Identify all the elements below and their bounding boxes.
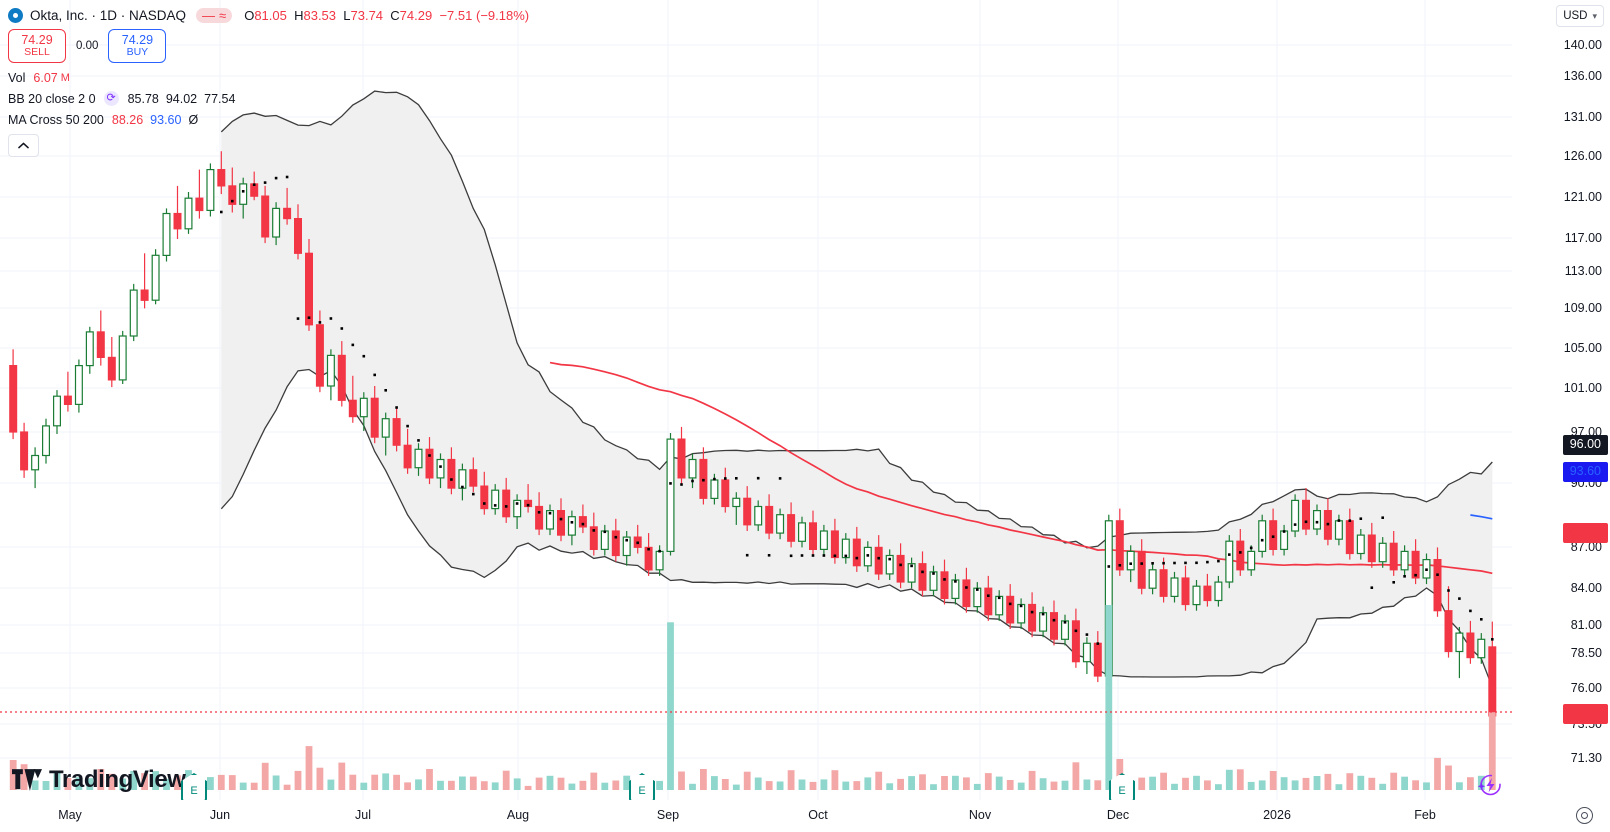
sell-price: 74.29 (21, 33, 53, 48)
ohlc-values: O81.05 H83.53 L73.74 C74.29 −7.51 (−9.18… (244, 8, 529, 23)
volume-value: 6.07 (33, 70, 58, 85)
open-label: O (244, 7, 255, 23)
time-scale[interactable]: May Jun Jul Aug Sep Oct Nov Dec 2026 Feb (0, 800, 1512, 832)
chart-style-chips[interactable]: — ≈ (196, 7, 233, 23)
ma-slow-badge: 93.60 (1562, 462, 1608, 482)
earnings-marker[interactable]: E (181, 773, 207, 802)
buy-button[interactable]: 74.29 BUY (108, 29, 167, 63)
price-tick: 76.00 (1570, 681, 1602, 695)
ma-cross-indicator-row[interactable]: MA Cross 50 200 88.26 93.60 Ø (8, 109, 529, 130)
ma-fast-badge: 88.26 (1562, 523, 1608, 543)
tradingview-logo-icon (12, 769, 42, 791)
dash-icon[interactable]: — (202, 7, 216, 23)
chart-svg (0, 0, 1512, 800)
parabolic-sar-dots (220, 175, 1494, 645)
earnings-marker[interactable]: E (1109, 773, 1135, 802)
price-tick: 105.00 (1563, 341, 1602, 355)
time-tick: Jul (355, 808, 371, 822)
refresh-icon[interactable]: ⟳ (103, 91, 119, 106)
sell-label: SELL (24, 46, 50, 59)
price-tick: 131.00 (1563, 110, 1602, 124)
time-tick: Nov (968, 808, 992, 822)
buy-price: 74.29 (121, 33, 154, 48)
volume-indicator-row[interactable]: Vol 6.07 M (8, 67, 529, 88)
close-label: C (390, 7, 400, 23)
price-tick: 84.00 (1570, 581, 1602, 595)
bollinger-indicator-row[interactable]: BB 20 close 2 0 ⟳ 85.78 94.02 77.54 (8, 88, 529, 109)
price-tick: 101.00 (1563, 381, 1602, 395)
last-price-badge: 74.29 (1562, 704, 1608, 724)
earnings-letter: E (638, 785, 646, 797)
bb-upper: 94.02 (165, 91, 198, 106)
time-tick: Jun (209, 808, 231, 822)
sell-button[interactable]: 74.29 SELL (8, 29, 66, 63)
chart-plot-area[interactable] (0, 0, 1512, 800)
price-tick: 140.00 (1563, 38, 1602, 52)
low-label: L (343, 7, 351, 23)
high-label: H (294, 7, 304, 23)
time-tick: Oct (808, 808, 828, 822)
change-value: −7.51 (439, 7, 473, 23)
earnings-letter: E (190, 785, 198, 797)
open-value: 81.05 (254, 7, 287, 23)
symbol-row[interactable]: Okta, Inc. · 1D · NASDAQ — ≈ O81.05 H83.… (8, 4, 529, 26)
time-tick: Sep (656, 808, 680, 822)
bb-lower: 77.54 (204, 91, 236, 106)
price-tick: 71.30 (1570, 751, 1602, 765)
high-value: 83.53 (303, 7, 337, 23)
ai-spark-icon[interactable] (1476, 772, 1502, 798)
ma-fast-value: 88.26 (111, 112, 144, 127)
time-tick: Feb (1414, 808, 1436, 822)
watermark-text: TradingView (49, 766, 186, 793)
price-tick: 113.00 (1564, 264, 1602, 278)
time-tick: Dec (1106, 808, 1130, 822)
bollinger-bands (220, 90, 1493, 688)
price-tick: 78.50 (1570, 646, 1602, 660)
earnings-marker[interactable]: E (629, 773, 655, 802)
trade-buttons: 74.29 SELL 0.00 74.29 BUY (8, 29, 529, 63)
volume-label: Vol (8, 70, 26, 85)
ma-extra-value: Ø (188, 112, 199, 127)
target-settings-icon[interactable] (1576, 807, 1593, 824)
bb-label: BB 20 close 2 0 (8, 91, 96, 106)
low-value: 73.74 (350, 7, 384, 23)
collapse-legend-button[interactable] (8, 134, 39, 157)
okta-circle-icon (8, 7, 23, 23)
candlestick-series (9, 151, 1497, 722)
bb-basis: 85.78 (127, 91, 159, 106)
close-value: 74.29 (399, 7, 433, 23)
price-tick: 87.00 (1570, 540, 1602, 554)
chart-legend: Okta, Inc. · 1D · NASDAQ — ≈ O81.05 H83.… (8, 4, 529, 157)
buy-label: BUY (126, 46, 149, 59)
ma-200-line (1470, 514, 1493, 520)
tradingview-watermark: TradingView (12, 766, 186, 794)
change-percent: (−9.18%) (475, 7, 530, 23)
chevron-down-icon: ▾ (1592, 10, 1597, 21)
volume-series (9, 605, 1496, 790)
price-tick: 126.00 (1563, 149, 1602, 163)
chevron-up-icon (18, 142, 29, 149)
price-tick: 117.00 (1564, 231, 1602, 245)
currency-button[interactable]: USD ▾ (1556, 5, 1604, 27)
symbol-title[interactable]: Okta, Inc. · 1D · NASDAQ (30, 7, 187, 23)
time-tick: May (58, 808, 82, 822)
ma-50-line (549, 361, 1493, 575)
time-tick: 2026 (1263, 808, 1291, 822)
ma-slow-value: 93.60 (150, 112, 182, 127)
price-tick: 81.00 (1570, 618, 1602, 632)
currency-label: USD (1563, 10, 1588, 22)
volume-unit: M (60, 71, 70, 84)
price-scale[interactable]: USD ▾ 140.00 136.00 131.00 126.00 121.00 117.… (1512, 0, 1610, 832)
earnings-letter: E (1118, 785, 1126, 797)
ma-label: MA Cross 50 200 (8, 112, 104, 127)
price-tick: 121.00 (1563, 190, 1602, 204)
wave-icon[interactable]: ≈ (219, 7, 227, 23)
time-tick: Aug (506, 808, 530, 822)
ma-slow-high-badge: 96.00 (1562, 435, 1608, 455)
spread-value: 0.00 (76, 40, 99, 52)
price-tick: 109.00 (1563, 301, 1602, 315)
price-tick: 136.00 (1563, 69, 1602, 83)
